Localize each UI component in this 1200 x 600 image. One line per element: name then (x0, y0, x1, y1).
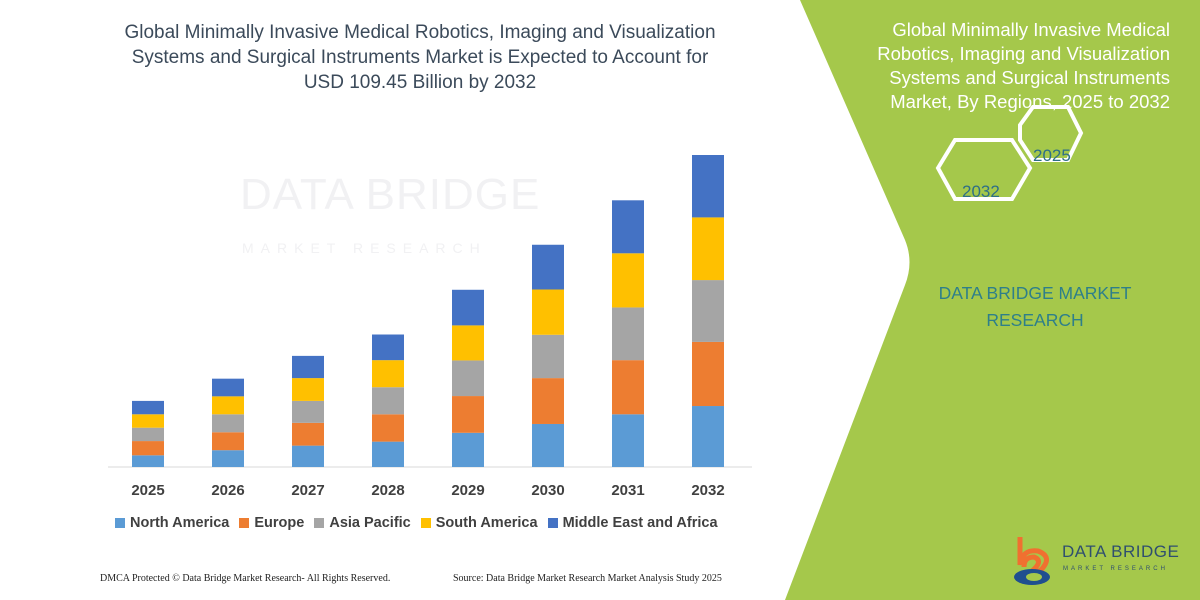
footer-copyright: DMCA Protected © Data Bridge Market Rese… (100, 573, 391, 584)
x-tick-label: 2025 (131, 482, 165, 499)
legend-item-asia-pacific: Asia Pacific (314, 515, 411, 531)
bar-segment-2030-south-america (532, 289, 564, 335)
bar-segment-2026-middle-east-and-africa (212, 378, 244, 397)
legend-label: South America (435, 515, 538, 531)
bar-segment-2032-middle-east-and-africa (692, 155, 724, 218)
bar-segment-2030-asia-pacific (532, 334, 564, 379)
bar-segment-2025-south-america (132, 414, 164, 428)
bar-segment-2026-europe (212, 432, 244, 451)
hexagon-2032-label: 2032 (962, 182, 1000, 201)
legend-swatch (115, 518, 125, 528)
hexagon-2025-label: 2025 (1033, 146, 1071, 165)
x-tick-label: 2032 (691, 482, 725, 499)
footer-source: Source: Data Bridge Market Research Mark… (453, 573, 722, 584)
bar-segment-2031-asia-pacific (612, 307, 644, 361)
watermark-text: DATA BRIDGE (240, 170, 541, 219)
hexagon-2032-shape (935, 138, 1033, 201)
bar-segment-2030-north-america (532, 423, 564, 467)
bar-segment-2025-asia-pacific (132, 427, 164, 442)
bar-segment-2030-europe (532, 378, 564, 424)
bar-segment-2031-europe (612, 360, 644, 415)
bar-segment-2029-south-america (452, 325, 484, 361)
side-panel-title: Global Minimally Invasive Medical Roboti… (877, 19, 1170, 112)
bar-segment-2028-middle-east-and-africa (372, 334, 404, 361)
hexagon-2025-shape (1018, 105, 1084, 162)
bar-segment-2031-north-america (612, 414, 644, 467)
x-tick-label: 2029 (451, 482, 485, 499)
bar-segment-2027-europe (292, 422, 324, 446)
bars-group (132, 155, 724, 467)
bar-segment-2028-south-america (372, 360, 404, 388)
logo-subtext: MARKET RESEARCH (1063, 566, 1168, 572)
bar-segment-2031-south-america (612, 253, 644, 308)
green-side-panel (785, 0, 1200, 600)
bar-segment-2025-north-america (132, 455, 164, 467)
x-tick-label: 2027 (291, 482, 325, 499)
bar-segment-2029-middle-east-and-africa (452, 289, 484, 326)
bar-segment-2028-north-america (372, 441, 404, 467)
legend-item-europe: Europe (239, 515, 304, 531)
legend-swatch (420, 518, 431, 528)
bar-segment-2026-north-america (212, 450, 244, 467)
legend-swatch (547, 518, 558, 528)
bar-segment-2029-asia-pacific (452, 360, 484, 397)
bar-segment-2027-asia-pacific (292, 400, 324, 423)
legend-item-north-america: North America (115, 515, 229, 531)
bar-segment-2032-asia-pacific (692, 280, 724, 342)
bar-segment-2032-south-america (692, 217, 724, 281)
data-bridge-logo-icon (1014, 537, 1050, 585)
bar-segment-2028-asia-pacific (372, 387, 404, 415)
x-tick-label: 2028 (371, 482, 405, 499)
watermark-subtext: MARKET RESEARCH (242, 240, 487, 256)
chart-title: Global Minimally Invasive Medical Roboti… (124, 22, 716, 93)
legend-item-middle-east-africa: Middle East and Africa (547, 515, 718, 531)
legend-swatch (239, 518, 250, 528)
legend-label: Middle East and Africa (562, 515, 718, 531)
bar-segment-2026-asia-pacific (212, 414, 244, 433)
bar-segment-2030-middle-east-and-africa (532, 244, 564, 290)
bar-segment-2029-europe (452, 396, 484, 433)
bar-segment-2027-middle-east-and-africa (292, 355, 324, 379)
legend-swatch (314, 518, 325, 528)
legend-label: North America (130, 515, 230, 531)
bar-segment-2027-south-america (292, 378, 324, 401)
bar-segment-2032-north-america (692, 406, 724, 467)
bar-segment-2027-north-america (292, 445, 324, 467)
legend-label: Asia Pacific (329, 515, 411, 531)
bar-segment-2031-middle-east-and-africa (612, 200, 644, 254)
bar-segment-2025-middle-east-and-africa (132, 400, 164, 415)
bar-segment-2032-europe (692, 341, 724, 407)
bar-segment-2029-north-america (452, 432, 484, 467)
x-tick-label: 2031 (611, 482, 645, 499)
legend-item-south-america: South America (420, 515, 538, 531)
bar-segment-2028-europe (372, 414, 404, 442)
legend: North America Europe Asia Pacific South … (115, 515, 718, 531)
bar-segment-2025-europe (132, 441, 164, 456)
legend-label: Europe (254, 515, 305, 531)
brand-text: DATA BRIDGE MARKET RESEARCH (938, 283, 1132, 330)
logo-text: DATA BRIDGE (1062, 542, 1180, 561)
bar-segment-2026-south-america (212, 396, 244, 415)
x-tick-label: 2030 (531, 482, 565, 499)
x-tick-label: 2026 (211, 482, 245, 499)
